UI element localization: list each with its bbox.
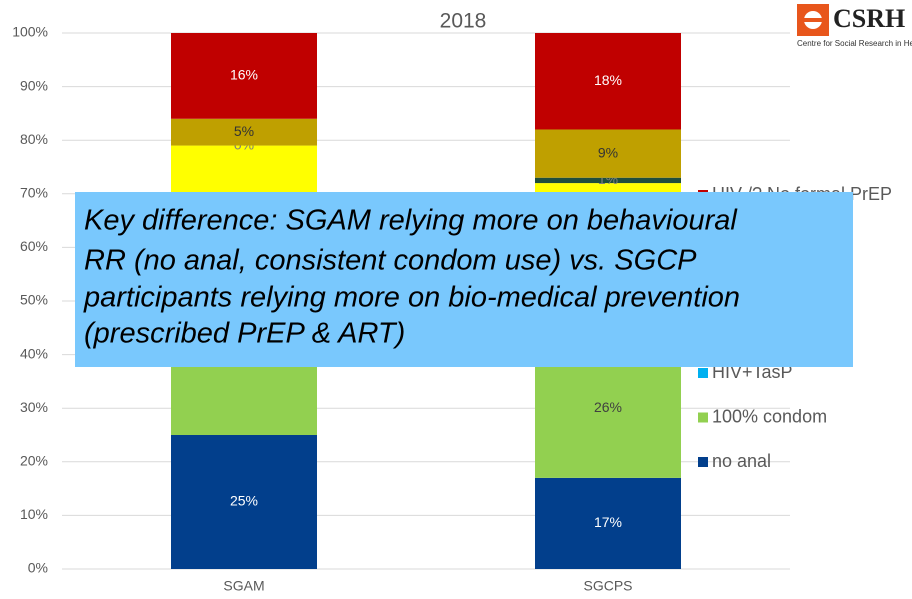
callout-text: RR (no anal, consistent condom use) vs. … [84,245,697,277]
bar-segment [535,177,681,184]
callout-box [75,192,853,367]
x-tick-label: SGCPS [583,578,632,594]
legend-swatch [698,412,708,423]
y-tick-label: 30% [20,399,48,415]
legend-label: 100% condom [712,406,827,426]
data-label: 9% [598,144,618,160]
data-label: 17% [594,514,622,530]
data-label: 25% [230,493,258,509]
y-tick-label: 20% [20,453,48,469]
y-tick-label: 0% [28,560,48,576]
bar-segment [171,435,317,569]
y-tick-label: 50% [20,292,48,308]
callout-text: Key difference: SGAM relying more on beh… [84,205,738,237]
bar-segment [535,33,681,130]
y-tick-label: 10% [20,506,48,522]
bar-segment [171,33,317,119]
y-tick-label: 80% [20,131,48,147]
y-tick-label: 40% [20,345,48,361]
x-tick-label: SGAM [223,578,264,594]
y-tick-label: 100% [12,24,48,40]
y-tick-label: 60% [20,238,48,254]
callout-text: participants relying more on bio-medical… [83,282,740,314]
logo-icon-bar [803,18,823,22]
data-label: 16% [230,67,258,83]
data-label: 5% [234,123,254,139]
callout-text: (prescribed PrEP & ART) [84,318,405,350]
y-tick-label: 90% [20,77,48,93]
bar-segment [171,118,317,146]
chart-title: 2018 [440,10,487,33]
legend-swatch [698,457,708,467]
logo: CSRH Centre for Social Research in Healt [797,4,912,48]
y-tick-label: 70% [20,185,48,201]
legend-swatch [698,368,708,378]
legend-label: no anal [712,451,771,471]
logo-subtitle: Centre for Social Research in Healt [797,39,912,48]
bar-segment [535,477,681,569]
data-label: 26% [594,399,622,415]
logo-name: CSRH [833,4,905,33]
data-label: 18% [594,72,622,88]
bar-segment [535,129,681,178]
